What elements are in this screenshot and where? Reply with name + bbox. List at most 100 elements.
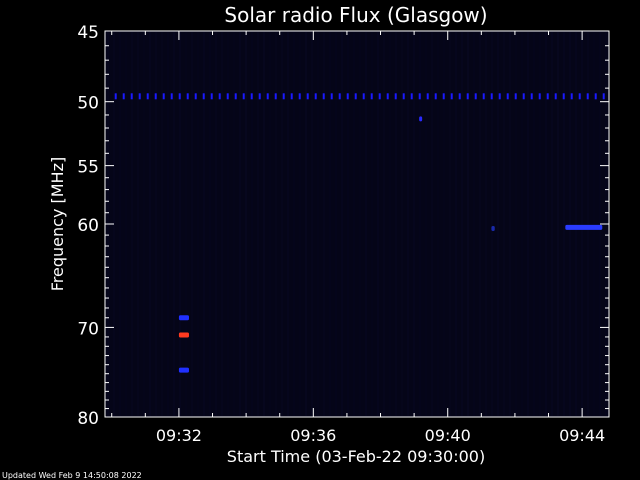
- texture-streak: [485, 32, 487, 416]
- texture-streak: [437, 32, 439, 416]
- interference-dot: [242, 93, 245, 100]
- texture-streak: [221, 32, 223, 416]
- interference-dot: [418, 93, 421, 100]
- texture-streak: [347, 32, 349, 416]
- signal-mark: [419, 116, 423, 122]
- texture-streak: [239, 32, 241, 416]
- texture-streak: [515, 32, 517, 416]
- texture-streak: [233, 32, 235, 416]
- interference-dot: [466, 93, 469, 100]
- texture-streak: [269, 32, 271, 416]
- texture-streak: [479, 32, 481, 416]
- texture-streak: [227, 32, 229, 416]
- texture-streak: [359, 32, 361, 416]
- texture-streak: [461, 32, 463, 416]
- texture-streak: [503, 32, 505, 416]
- interference-dot: [330, 93, 333, 100]
- interference-dot: [602, 93, 605, 100]
- y-tick-label: 80: [77, 409, 99, 429]
- texture-streak: [491, 32, 493, 416]
- signal-mark: [178, 367, 189, 373]
- texture-streak: [353, 32, 355, 416]
- interference-dot: [258, 93, 261, 100]
- interference-dot: [122, 93, 125, 100]
- interference-dot: [354, 93, 357, 100]
- texture-streak: [587, 32, 589, 416]
- interference-dot: [538, 93, 541, 100]
- texture-streak: [293, 32, 295, 416]
- texture-streak: [509, 32, 511, 416]
- interference-dot: [314, 93, 317, 100]
- chart-title: Solar radio Flux (Glasgow): [224, 3, 487, 27]
- texture-streak: [521, 32, 523, 416]
- texture-streak: [581, 32, 583, 416]
- texture-streak: [137, 32, 139, 416]
- interference-dot: [410, 93, 413, 100]
- interference-dot: [306, 93, 309, 100]
- y-tick-label: 70: [77, 319, 99, 339]
- texture-streak: [389, 32, 391, 416]
- texture-streak: [143, 32, 145, 416]
- signal-mark: [491, 225, 495, 231]
- texture-streak: [569, 32, 571, 416]
- texture-streak: [287, 32, 289, 416]
- interference-dot: [586, 93, 589, 100]
- texture-streak: [401, 32, 403, 416]
- texture-streak: [467, 32, 469, 416]
- texture-streak: [335, 32, 337, 416]
- interference-dot: [434, 93, 437, 100]
- x-axis-label: Start Time (03-Feb-22 09:30:00): [227, 447, 485, 466]
- texture-streak: [365, 32, 367, 416]
- interference-dot: [290, 93, 293, 100]
- interference-dot: [346, 93, 349, 100]
- texture-streak: [275, 32, 277, 416]
- texture-streak: [473, 32, 475, 416]
- interference-dot: [130, 93, 133, 100]
- x-tick-label: 09:40: [425, 426, 471, 445]
- interference-dot: [522, 93, 525, 100]
- texture-streak: [209, 32, 211, 416]
- interference-dot: [194, 93, 197, 100]
- texture-streak: [407, 32, 409, 416]
- texture-streak: [371, 32, 373, 416]
- texture-streak: [557, 32, 559, 416]
- interference-dot: [162, 93, 165, 100]
- interference-dot: [450, 93, 453, 100]
- signal-mark: [178, 315, 189, 321]
- interference-dot: [370, 93, 373, 100]
- x-tick-label: 09:44: [559, 426, 605, 445]
- texture-streak: [311, 32, 313, 416]
- texture-streak: [245, 32, 247, 416]
- y-tick-label: 55: [77, 158, 99, 178]
- texture-streak: [179, 32, 181, 416]
- interference-dot: [498, 93, 501, 100]
- texture-streak: [155, 32, 157, 416]
- texture-streak: [203, 32, 205, 416]
- texture-streak: [425, 32, 427, 416]
- texture-streak: [341, 32, 343, 416]
- interference-dot: [210, 93, 213, 100]
- interference-dot: [562, 93, 565, 100]
- interference-dot: [482, 93, 485, 100]
- interference-dot: [442, 93, 445, 100]
- texture-streak: [149, 32, 151, 416]
- interference-dot: [362, 93, 365, 100]
- texture-streak: [545, 32, 547, 416]
- texture-streak: [317, 32, 319, 416]
- texture-streak: [323, 32, 325, 416]
- texture-streak: [173, 32, 175, 416]
- texture-streak: [413, 32, 415, 416]
- texture-streak: [383, 32, 385, 416]
- interference-dot: [490, 93, 493, 100]
- texture-streak: [125, 32, 127, 416]
- interference-dot: [394, 93, 397, 100]
- interference-dot: [322, 93, 325, 100]
- interference-dot: [186, 93, 189, 100]
- interference-dot: [226, 93, 229, 100]
- texture-streak: [575, 32, 577, 416]
- texture-streak: [527, 32, 529, 416]
- x-tick-label: 09:32: [156, 426, 202, 445]
- interference-dot: [266, 93, 269, 100]
- interference-dot: [578, 93, 581, 100]
